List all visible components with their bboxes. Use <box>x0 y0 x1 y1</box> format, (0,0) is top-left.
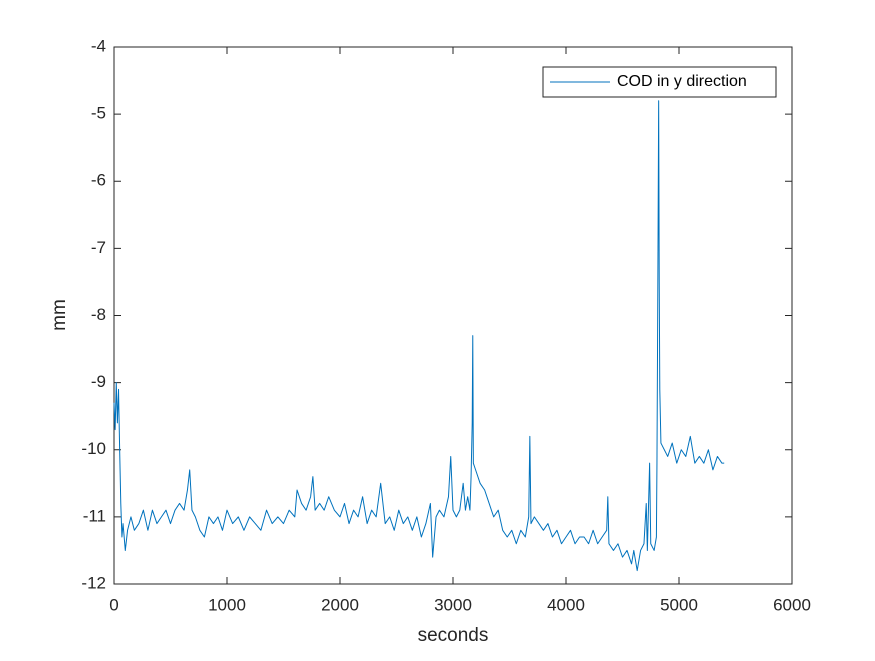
y-tick-label: -12 <box>81 573 106 592</box>
y-tick-label: -11 <box>83 506 106 525</box>
y-tick-label: -6 <box>91 171 106 190</box>
y-tick-label: -9 <box>91 372 106 391</box>
x-tick-label: 6000 <box>773 595 811 614</box>
x-tick-label: 5000 <box>660 595 698 614</box>
x-tick-label: 4000 <box>547 595 585 614</box>
y-tick-label: -5 <box>91 104 106 123</box>
legend-label: COD in y direction <box>617 73 747 90</box>
y-tick-label: -10 <box>81 439 106 458</box>
data-line <box>113 100 725 572</box>
y-tick-label: -4 <box>91 36 106 55</box>
x-tick-label: 1000 <box>208 595 246 614</box>
y-tick-label: -7 <box>91 238 106 257</box>
y-axis-label: mm <box>49 299 70 331</box>
y-tick-label: -8 <box>91 305 106 324</box>
x-tick-label: 2000 <box>321 595 359 614</box>
plot-area <box>113 46 793 585</box>
x-axis-label: seconds <box>418 625 489 646</box>
x-tick-label: 0 <box>109 595 118 614</box>
x-tick-label: 3000 <box>434 595 472 614</box>
